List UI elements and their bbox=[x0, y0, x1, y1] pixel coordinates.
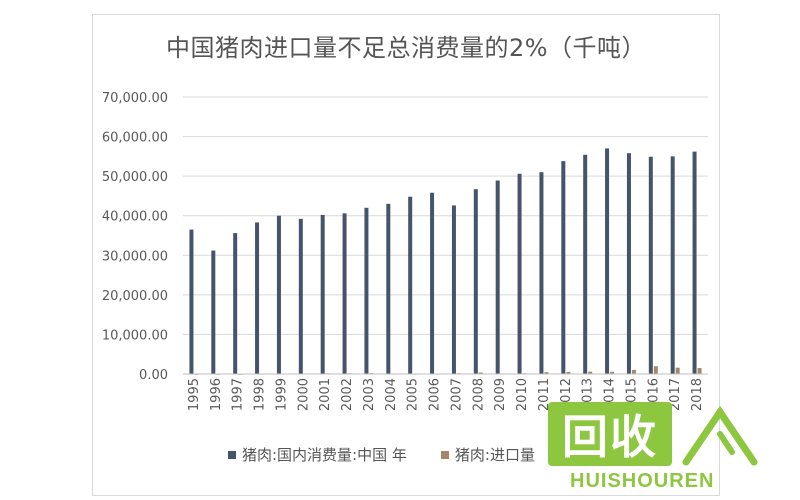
bar-import bbox=[588, 371, 593, 374]
chart-legend: 猪肉:国内消费量:中国 年 猪肉:进口量 bbox=[228, 444, 535, 465]
bar-domestic bbox=[320, 214, 325, 374]
bar-import bbox=[697, 368, 702, 374]
y-tick-label: 10,000.00 bbox=[102, 328, 168, 343]
x-tick-label: 1998 bbox=[253, 378, 268, 411]
y-tick-label: 50,000.00 bbox=[102, 170, 168, 185]
bar-domestic bbox=[451, 205, 456, 374]
x-tick-label: 2004 bbox=[384, 378, 399, 411]
x-tick-label: 2003 bbox=[362, 378, 377, 411]
x-tick-label: 1997 bbox=[231, 378, 246, 411]
watermark-logo: 回收 bbox=[548, 402, 672, 466]
bar-domestic bbox=[189, 229, 194, 374]
legend-item-domestic: 猪肉:国内消费量:中国 年 bbox=[228, 444, 407, 465]
x-tick-label: 2017 bbox=[668, 378, 683, 411]
bar-domestic bbox=[342, 213, 347, 374]
bar-domestic bbox=[386, 203, 391, 374]
bar-import bbox=[631, 369, 636, 374]
bar-domestic bbox=[408, 196, 413, 374]
watermark: 回收 HUISHOUREN bbox=[548, 402, 760, 498]
bar-domestic bbox=[517, 173, 522, 374]
watermark-arrow-icon bbox=[682, 405, 758, 466]
bar-domestic bbox=[233, 233, 238, 374]
chart-title: 中国猪肉进口量不足总消费量的2%（千吨） bbox=[165, 34, 647, 62]
x-tick-label: 1996 bbox=[209, 378, 224, 411]
y-tick-label: 70,000.00 bbox=[102, 91, 168, 106]
x-tick-label: 2007 bbox=[449, 378, 464, 411]
legend-label-domestic: 猪肉:国内消费量:中国 年 bbox=[242, 446, 407, 464]
bar-domestic bbox=[211, 250, 216, 374]
y-tick-label: 0.00 bbox=[139, 368, 168, 383]
bar-domestic bbox=[692, 151, 697, 374]
bar-domestic bbox=[539, 172, 544, 374]
bar-import bbox=[478, 372, 483, 374]
legend-swatch-domestic bbox=[228, 450, 236, 459]
bar-domestic bbox=[648, 156, 653, 374]
bar-domestic bbox=[583, 154, 588, 374]
x-tick-label: 2008 bbox=[471, 378, 486, 411]
x-tick-label: 2009 bbox=[493, 378, 508, 411]
bar-domestic bbox=[364, 207, 369, 374]
x-tick-label: 2005 bbox=[406, 378, 421, 411]
x-tick-label: 1999 bbox=[274, 378, 289, 411]
x-tick-label: 2000 bbox=[296, 378, 311, 411]
bar-import bbox=[544, 372, 549, 374]
x-tick-label: 1995 bbox=[187, 378, 202, 411]
y-tick-label: 20,000.00 bbox=[102, 289, 168, 304]
y-tick-label: 30,000.00 bbox=[102, 249, 168, 264]
bar-domestic bbox=[473, 189, 478, 374]
legend-item-import: 猪肉:进口量 bbox=[440, 444, 535, 465]
bar-domestic bbox=[605, 148, 610, 374]
bar-import bbox=[566, 371, 571, 374]
bar-import bbox=[653, 366, 658, 374]
x-tick-label: 2006 bbox=[428, 378, 443, 411]
bar-domestic bbox=[670, 156, 675, 374]
y-tick-label: 60,000.00 bbox=[102, 131, 168, 146]
bar-domestic bbox=[255, 222, 260, 374]
bar-import bbox=[675, 367, 680, 374]
x-tick-label: 2002 bbox=[340, 378, 355, 411]
x-tick-label: 2001 bbox=[318, 378, 333, 411]
x-tick-label: 2018 bbox=[690, 378, 705, 411]
bar-domestic bbox=[430, 192, 435, 374]
bar-domestic bbox=[276, 215, 281, 374]
bar-domestic bbox=[298, 218, 303, 374]
bar-domestic bbox=[495, 180, 500, 374]
x-tick-label: 2010 bbox=[515, 378, 530, 411]
watermark-brand: HUISHOUREN bbox=[570, 470, 715, 492]
bar-domestic bbox=[626, 153, 631, 374]
y-tick-label: 40,000.00 bbox=[102, 210, 168, 225]
legend-swatch-import bbox=[440, 450, 449, 459]
bar-domestic bbox=[561, 161, 566, 374]
bar-import bbox=[610, 371, 615, 374]
legend-label-import: 猪肉:进口量 bbox=[454, 446, 535, 464]
